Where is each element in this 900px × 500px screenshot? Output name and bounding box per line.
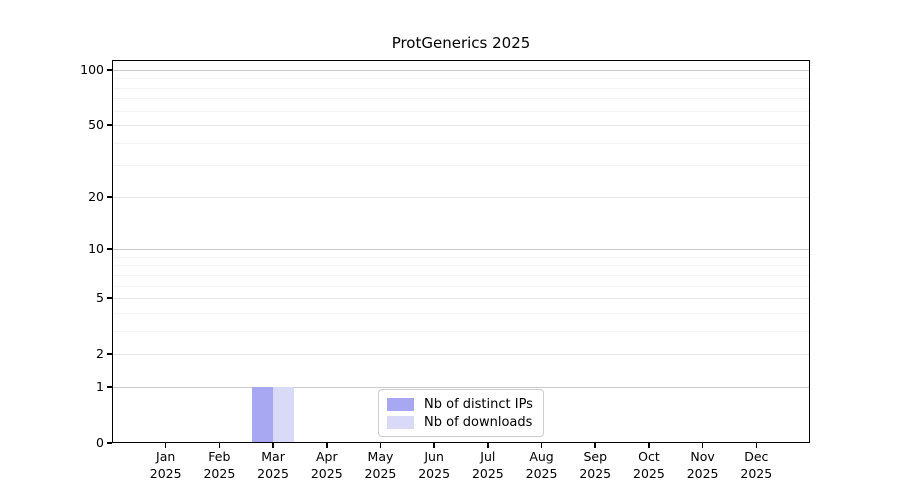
chart-title: ProtGenerics 2025 [391,34,531,52]
gridline-minor [113,110,809,112]
gridline-minor [113,78,809,80]
gridline-minor [113,274,809,276]
x-tick [701,443,704,448]
gridline-minor [113,285,809,287]
y-tick [107,297,112,299]
x-tick-label: May 2025 [364,449,397,481]
y-tick-label: 20 [88,188,104,204]
legend-label-downloads: Nb of downloads [424,414,533,430]
x-tick [326,443,328,448]
y-tick [107,196,112,198]
x-tick [433,443,435,448]
x-tick-label: Feb 2025 [203,449,236,481]
gridline-mid [113,298,809,300]
x-tick-label: Jul 2025 [471,449,504,481]
gridline-major [113,386,809,388]
plot-area-border [112,60,810,443]
legend-item-downloads: Nb of downloads [387,415,535,430]
legend-swatch-distinct-ips [387,397,414,411]
y-tick-label: 100 [80,61,104,77]
x-tick [218,443,221,448]
x-tick-label: Nov 2025 [686,449,719,481]
gridline-minor [113,165,809,167]
legend-swatch-downloads [387,415,414,429]
y-tick-label: 5 [96,290,104,306]
y-tick [107,124,112,126]
gridline-minor [113,142,809,144]
x-tick [648,443,650,448]
legend: Nb of distinct IPs Nb of downloads [378,389,544,437]
x-tick-label: Apr 2025 [310,449,343,481]
x-tick-label: Dec 2025 [740,449,773,481]
y-tick [107,442,112,444]
gridline-major [113,69,809,71]
gridline-minor [113,312,809,314]
x-tick-label: Aug 2025 [525,449,558,481]
y-tick-label: 0 [96,435,104,450]
gridline-minor [113,87,809,89]
gridline-minor [113,265,809,267]
x-tick [540,443,543,448]
legend-item-distinct-ips: Nb of distinct IPs [387,397,535,412]
x-tick-label: Sep 2025 [579,449,612,481]
x-tick-label: Jan 2025 [149,449,182,481]
x-tick-label: Jun 2025 [418,449,451,481]
x-tick-label: Oct 2025 [633,449,665,481]
x-tick [594,443,596,448]
gridline-major [113,249,809,251]
x-tick [487,443,489,448]
y-tick [107,353,112,355]
x-tick [164,443,167,448]
y-tick-label: 2 [96,346,104,362]
y-tick-label: 1 [96,378,104,394]
x-tick [755,443,758,448]
bar-nb-of-downloads [273,386,295,443]
gridline-mid [113,196,809,198]
gridline-mid [113,125,809,127]
x-tick [272,443,274,448]
x-tick-label: Mar 2025 [257,449,289,481]
x-tick [379,443,382,448]
gridline-minor [113,98,809,100]
y-tick-label: 10 [88,241,104,257]
y-tick-label: 50 [88,117,104,133]
legend-label-distinct-ips: Nb of distinct IPs [424,396,533,412]
gridline-minor [113,256,809,258]
y-tick [107,69,112,71]
bar-nb-of-distinct-ips [252,386,274,443]
gridline-minor [113,330,809,332]
y-tick [107,386,112,388]
y-tick [107,248,112,250]
gridline-mid [113,354,809,356]
